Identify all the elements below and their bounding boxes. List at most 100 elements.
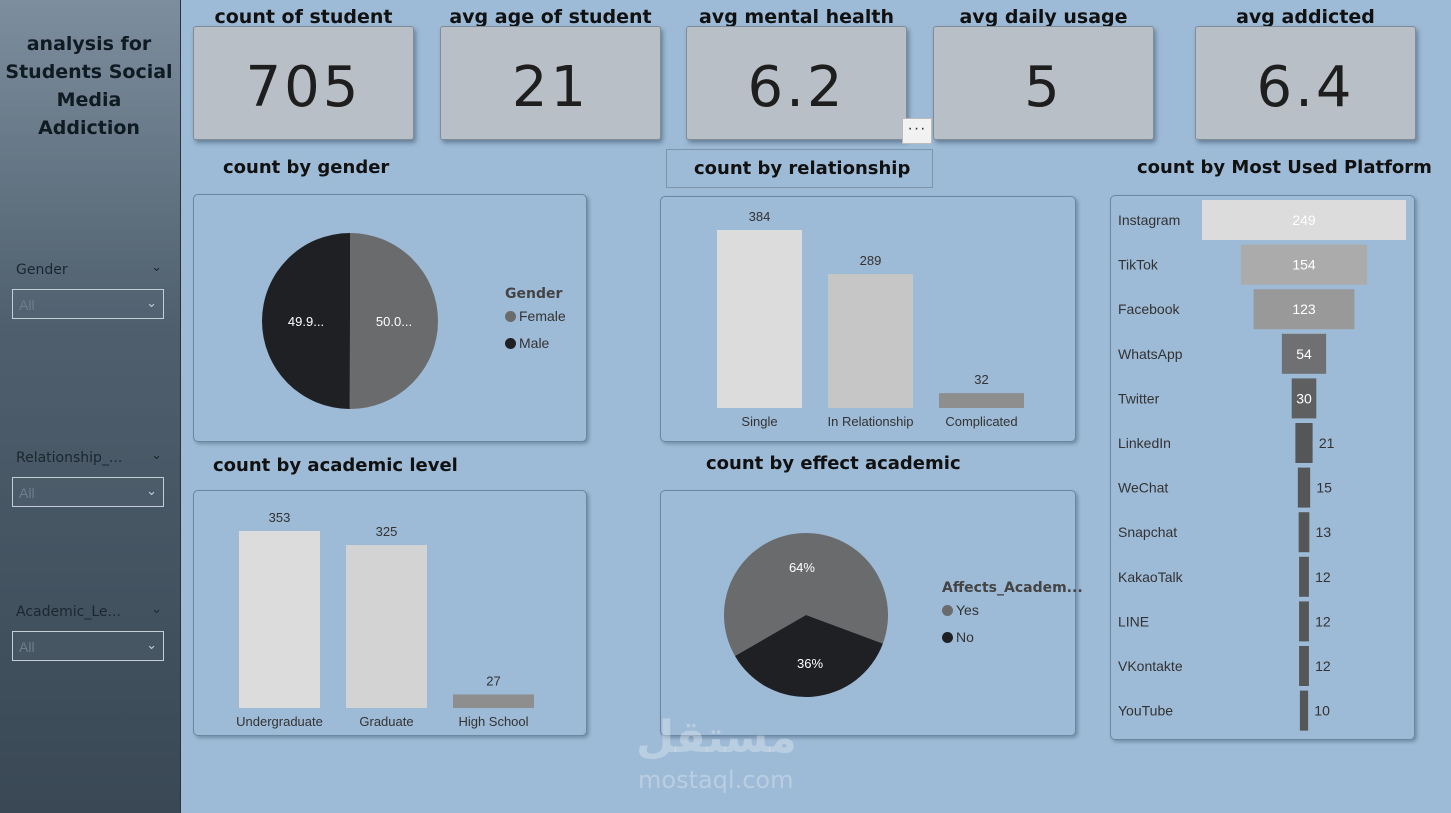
- more-options-button[interactable]: ···: [902, 118, 932, 144]
- watermark-logo: مستقل: [636, 712, 797, 763]
- funnel-category-label: KakaoTalk: [1118, 569, 1184, 585]
- slicer-label-relationship: Relationship_... ⌄: [16, 448, 162, 466]
- funnel-value-label: 10: [1314, 703, 1330, 719]
- funnel-bar-whatsapp[interactable]: [1281, 333, 1327, 374]
- pie-slice-no[interactable]: [734, 615, 883, 697]
- pie-label-no: 36%: [797, 656, 823, 671]
- section-title-effect: count by effect academic: [706, 453, 961, 474]
- slicer-label-academic: Academic_Le... ⌄: [16, 602, 162, 620]
- funnel-category-label: Snapchat: [1118, 524, 1177, 540]
- chevron-down-icon: ⌄: [146, 483, 157, 498]
- kpi-card-daily-usage[interactable]: 5: [933, 26, 1154, 140]
- legend-title: Gender: [505, 286, 563, 302]
- kpi-card-addicted[interactable]: 6.4: [1195, 26, 1416, 140]
- funnel-value-label: 12: [1315, 569, 1331, 585]
- bar-value-label: 27: [486, 673, 500, 688]
- legend-dot: [942, 605, 953, 616]
- slicer-label-gender: Gender ⌄: [16, 260, 162, 278]
- kpi-value: 21: [511, 55, 590, 120]
- kpi-value: 705: [245, 55, 362, 120]
- funnel-category-label: VKontakte: [1118, 658, 1183, 674]
- funnel-bar-linkedin[interactable]: [1295, 423, 1313, 463]
- bar-high-school[interactable]: [453, 694, 534, 708]
- academic-slicer-dropdown[interactable]: All ⌄: [12, 631, 164, 661]
- platform-chart-panel[interactable]: Instagram 249 TikTok 154 Facebook 123 WhatsApp…: [1110, 195, 1415, 740]
- chevron-down-icon: ⌄: [146, 637, 157, 652]
- legend-item-yes[interactable]: Yes: [942, 602, 1083, 618]
- academic-chart-panel[interactable]: 353 Undergraduate 325 Graduate 27 High School: [193, 490, 587, 736]
- relationship-slicer-dropdown[interactable]: All ⌄: [12, 477, 164, 507]
- bar-category-label: High School: [458, 714, 528, 729]
- bar-single[interactable]: [717, 230, 802, 408]
- bar-value-label: 32: [974, 372, 988, 387]
- bar-complicated[interactable]: [939, 393, 1024, 408]
- relationship-chart-panel[interactable]: 384 Single 289 In Relationship 32 Complicated: [660, 196, 1076, 442]
- funnel-category-label: WeChat: [1118, 480, 1168, 496]
- legend-item-no[interactable]: No: [942, 629, 1083, 645]
- funnel-bar-line[interactable]: [1299, 601, 1309, 642]
- effect-pie-svg: 64% 36%: [724, 533, 888, 697]
- legend-dot: [505, 311, 516, 322]
- platform-funnel-svg: Instagram 249 TikTok 154 Facebook 123 WhatsApp…: [1118, 200, 1406, 731]
- chevron-down-icon[interactable]: ⌄: [151, 602, 162, 617]
- kpi-value: 5: [1024, 55, 1063, 120]
- funnel-value-label: 249: [1292, 212, 1316, 228]
- pie-slice-male[interactable]: [262, 233, 350, 409]
- funnel-value-label: 13: [1316, 524, 1332, 540]
- bar-category-label: Undergraduate: [236, 714, 323, 729]
- gender-legend: Gender Female Male: [505, 286, 566, 351]
- relationship-title-frame: count by relationship: [666, 149, 933, 188]
- section-title-gender: count by gender: [223, 157, 390, 178]
- funnel-bar-kakaotalk[interactable]: [1299, 556, 1309, 597]
- legend-item-male[interactable]: Male: [505, 335, 566, 351]
- gender-chart-panel[interactable]: 50.0... 49.9... Gender Female Male: [193, 194, 587, 442]
- relationship-bar-svg: 384 Single 289 In Relationship 32 Complicated: [717, 209, 1024, 429]
- funnel-value-label: 54: [1296, 346, 1312, 362]
- pie-label-female: 50.0...: [376, 314, 412, 329]
- pie-slice-yes[interactable]: [724, 533, 888, 656]
- funnel-bar-snapchat[interactable]: [1298, 512, 1310, 553]
- section-title-relationship: count by relationship: [694, 158, 911, 179]
- bar-value-label: 289: [860, 253, 882, 268]
- legend-item-female[interactable]: Female: [505, 308, 566, 324]
- dashboard-title: analysis for Students Social Media Addic…: [5, 33, 173, 139]
- section-title-academic: count by academic level: [213, 455, 458, 476]
- legend-title: Affects_Academ...: [942, 580, 1083, 596]
- chevron-down-icon[interactable]: ⌄: [151, 260, 162, 275]
- pie-label-yes: 64%: [789, 560, 815, 575]
- funnel-value-label: 154: [1292, 257, 1316, 273]
- kpi-title-mental-health: avg mental health: [698, 6, 895, 28]
- effect-chart-panel[interactable]: 64% 36% Affects_Academ... Yes No: [660, 490, 1083, 736]
- funnel-bar-facebook[interactable]: [1253, 289, 1355, 330]
- bar-undergraduate[interactable]: [239, 531, 320, 708]
- funnel-value-label: 123: [1292, 301, 1316, 317]
- kpi-value: 6.4: [1256, 55, 1355, 120]
- funnel-bar-vkontakte[interactable]: [1299, 646, 1309, 686]
- funnel-bar-instagram[interactable]: [1202, 200, 1406, 240]
- funnel-bar-twitter[interactable]: [1291, 378, 1317, 419]
- funnel-bar-wechat[interactable]: [1297, 467, 1311, 508]
- bar-value-label: 353: [269, 510, 291, 525]
- funnel-bar-tiktok[interactable]: [1240, 244, 1368, 285]
- bar-category-label: Graduate: [359, 714, 413, 729]
- section-title-platform: count by Most Used Platform: [1137, 157, 1432, 178]
- kpi-card-count[interactable]: 705: [193, 26, 414, 140]
- chevron-down-icon[interactable]: ⌄: [151, 448, 162, 463]
- funnel-value-label: 15: [1316, 480, 1332, 496]
- funnel-bar-youtube[interactable]: [1299, 690, 1309, 731]
- bar-graduate[interactable]: [346, 545, 427, 708]
- kpi-title-addicted: avg addicted: [1236, 6, 1375, 28]
- kpi-card-age[interactable]: 21: [440, 26, 661, 140]
- legend-dot: [505, 338, 516, 349]
- funnel-value-label: 12: [1315, 658, 1331, 674]
- kpi-title-count: count of student: [214, 6, 393, 28]
- pie-slice-female[interactable]: [349, 233, 439, 409]
- bar-in-relationship[interactable]: [828, 274, 913, 408]
- gender-slicer-dropdown[interactable]: All ⌄: [12, 289, 164, 319]
- bar-value-label: 325: [376, 524, 398, 539]
- kpi-title-age: avg age of student: [449, 6, 652, 28]
- funnel-category-label: Facebook: [1118, 301, 1180, 317]
- kpi-card-mental-health[interactable]: 6.2: [686, 26, 907, 140]
- bar-value-label: 384: [749, 209, 771, 224]
